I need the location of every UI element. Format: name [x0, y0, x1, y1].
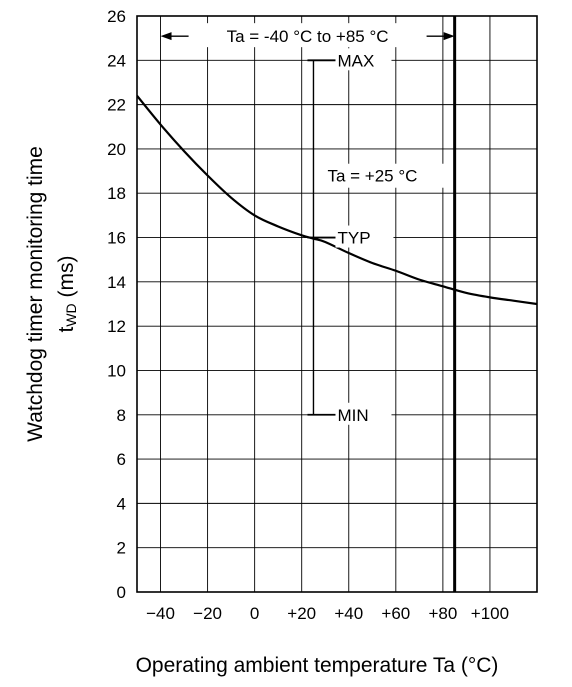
- y-tick-label: 14: [107, 273, 126, 292]
- y-axis-title-line1: Watchdog timer monitoring time: [24, 146, 47, 442]
- y-tick-label: 16: [107, 229, 126, 248]
- range-arrow-left-head: [160, 32, 172, 41]
- y-axis-symbol: t: [55, 327, 78, 333]
- range-arrow-right-head: [443, 32, 455, 41]
- x-tick-label: −40: [146, 604, 175, 623]
- y-tick-label: 26: [107, 7, 126, 26]
- x-axis-title: Operating ambient temperature Ta (°C): [136, 654, 499, 677]
- y-tick-label: 10: [107, 361, 126, 380]
- typ-label: TYP: [337, 229, 370, 248]
- y-tick-label: 6: [117, 450, 126, 469]
- max-label: MAX: [337, 51, 374, 70]
- range-label-background: [188, 23, 427, 48]
- y-tick-label: 12: [107, 317, 126, 336]
- x-tick-label: +60: [381, 604, 410, 623]
- x-tick-label: −20: [193, 604, 222, 623]
- min-label-background: [335, 402, 392, 425]
- series-line: [137, 95, 537, 306]
- x-tick-label: +100: [471, 604, 509, 623]
- x-tick-label: +80: [428, 604, 457, 623]
- y-tick-label: 0: [117, 583, 126, 602]
- y-tick-label: 8: [117, 406, 126, 425]
- y-axis-title: Watchdog timer monitoring time tWD (ms): [24, 146, 79, 442]
- x-tick-label: +40: [334, 604, 363, 623]
- x-tick-label: +20: [287, 604, 316, 623]
- y-tick-label: 24: [107, 51, 126, 70]
- range-label: Ta = -40 °C to +85 °C: [227, 27, 389, 46]
- y-axis-unit: (ms): [55, 256, 78, 304]
- y-axis-symbol-subscript: WD: [63, 303, 79, 326]
- plot-frame: [136, 15, 538, 593]
- y-tick-label: 2: [117, 539, 126, 558]
- max-label-background: [335, 48, 392, 71]
- min-label: MIN: [337, 406, 368, 425]
- y-tick-label: 4: [117, 494, 126, 513]
- y-axis-title-line2: tWD (ms): [55, 256, 79, 333]
- chart-marks: Ta = -40 °C to +85 °C MAX TYP MIN Ta = +25 °…: [137, 16, 537, 592]
- condition-label: Ta = +25 °C: [327, 167, 417, 186]
- grid: [137, 16, 537, 592]
- y-tick-label: 20: [107, 140, 126, 159]
- condition-label-background: [323, 163, 446, 188]
- y-tick-label: 22: [107, 96, 126, 115]
- typ-label-background: [335, 225, 394, 248]
- x-tick-label: 0: [250, 604, 259, 623]
- y-tick-label: 18: [107, 184, 126, 203]
